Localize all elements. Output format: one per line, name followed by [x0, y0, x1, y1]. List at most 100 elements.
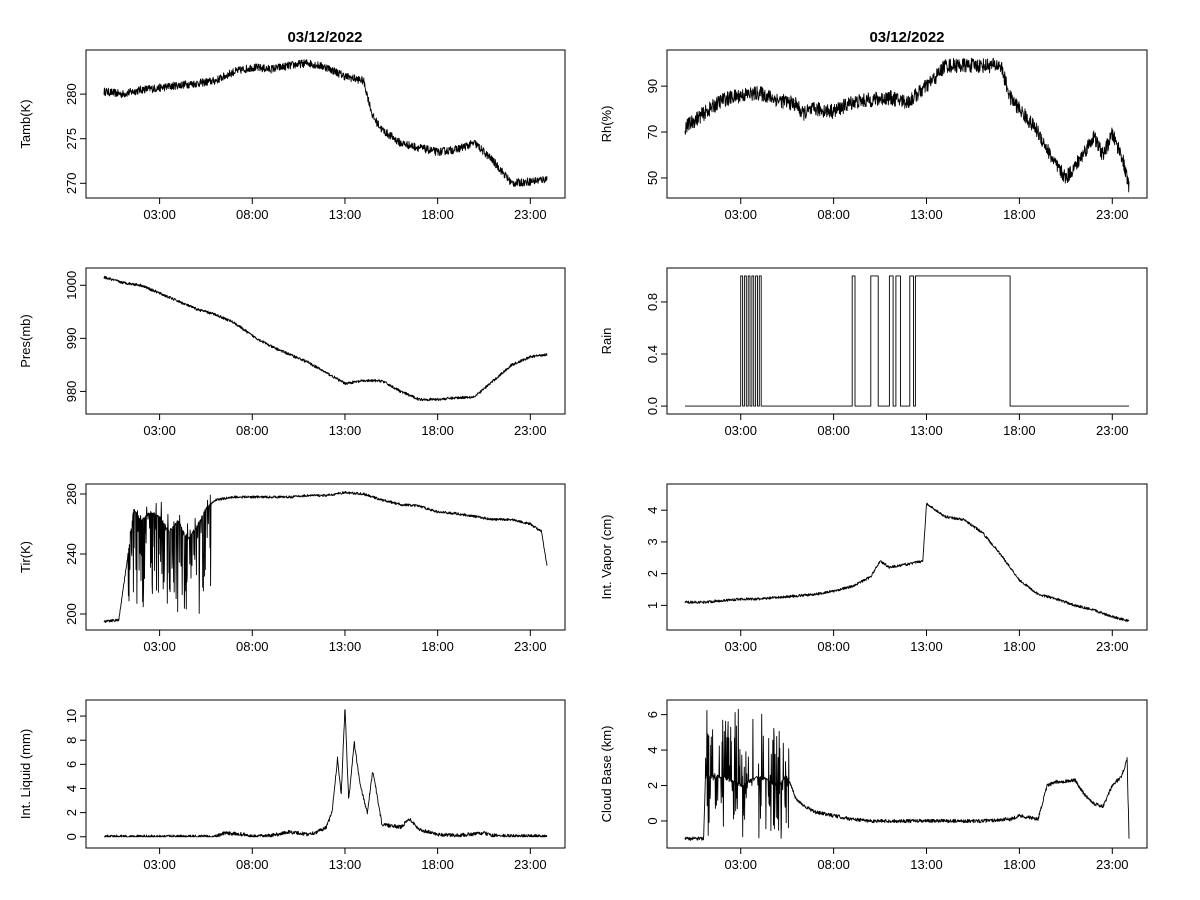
int-liquid-y-tick-label: 4: [64, 785, 79, 792]
pres-x-tick-label: 08:00: [236, 423, 269, 438]
tir-series-line: [103, 491, 548, 623]
rh-y-tick-label: 70: [645, 125, 660, 139]
int-vapor-x-tick-label: 03:00: [724, 639, 757, 654]
rh-x-tick-label: 03:00: [724, 207, 757, 222]
int-liquid-x-tick-label: 03:00: [143, 857, 176, 872]
panels: 03:00 08:00 13:00 18:00 23:00270275280Tamb(K…: [18, 49, 1148, 872]
cloud-base-y-axis-label: Cloud Base (km): [599, 726, 614, 823]
int-liquid-y-tick-label: 6: [64, 761, 79, 768]
rain-y-tick-label: 0.8: [645, 293, 660, 311]
tamb-x-tick-label: 18:00: [421, 207, 454, 222]
int-vapor-x-tick-label: 08:00: [817, 639, 850, 654]
tir-x-tick-label: 18:00: [421, 639, 454, 654]
int-liquid-y-tick-label: 8: [64, 737, 79, 744]
tamb-y-tick-label: 270: [64, 172, 79, 194]
int-liquid-x-tick-label: 23:00: [514, 857, 547, 872]
int-liquid-x-tick-label: 08:00: [236, 857, 269, 872]
int-liquid-y-tick-label: 2: [64, 809, 79, 816]
cloud-base-panel: 03:00 08:00 13:00 18:00 23:00 0 2 4 6 Cloud Base …: [599, 699, 1148, 872]
int-vapor-x-tick-label: 13:00: [910, 639, 943, 654]
rh-x-tick-label: 08:00: [817, 207, 850, 222]
rh-y-tick-label: 50: [645, 171, 660, 185]
rain-panel: 03:00 08:00 13:00 18:00 23:00 0.0 0.4 0.8 Rain: [599, 267, 1148, 438]
int-vapor-y-tick-label: 4: [645, 507, 660, 514]
rain-x-tick-label: 03:00: [724, 423, 757, 438]
tir-panel: 03:00 08:00 13:00 18:00 23:00 200 240 280 Tir(K): [18, 483, 566, 654]
tamb-y-tick-label: 275: [64, 128, 79, 150]
cloud-base-y-tick-label: 6: [645, 711, 660, 718]
cloud-base-y-tick-label: 0: [645, 817, 660, 824]
int-liquid-x-tick-label: 13:00: [329, 857, 362, 872]
tamb-x-tick-label: 08:00: [236, 207, 269, 222]
rh-y-axis-label: Rh(%): [599, 106, 614, 143]
rh-x-tick-label: 13:00: [910, 207, 943, 222]
tir-plot-frame: [85, 483, 566, 631]
tamb-series-line: [103, 59, 548, 187]
pres-y-tick-label: 1000: [64, 271, 79, 300]
int-vapor-x-tick-label: 23:00: [1096, 639, 1129, 654]
int-vapor-y-axis-label: Int. Vapor (cm): [599, 514, 614, 599]
int-vapor-plot-frame: [666, 483, 1148, 631]
cloud-base-plot-frame: [666, 699, 1148, 849]
rain-y-axis-label: Rain: [599, 328, 614, 355]
tir-x-tick-label: 03:00: [143, 639, 176, 654]
pres-y-axis-label: Pres(mb): [18, 314, 33, 367]
rain-y-tick-label: 0.0: [645, 397, 660, 415]
int-vapor-y-tick-label: 1: [645, 602, 660, 609]
pres-series-line: [103, 275, 548, 402]
pres-y-tick-label: 990: [64, 327, 79, 349]
pres-x-tick-label: 13:00: [329, 423, 362, 438]
cloud-base-x-tick-label: 23:00: [1096, 857, 1129, 872]
tamb-x-tick-label: 23:00: [514, 207, 547, 222]
int-liquid-series-line: [103, 709, 548, 838]
cloud-base-x-tick-label: 03:00: [724, 857, 757, 872]
tir-y-tick-label: 200: [64, 603, 79, 625]
pres-plot-frame: [85, 267, 566, 415]
int-liquid-y-tick-label: 10: [64, 709, 79, 723]
tir-x-tick-label: 13:00: [329, 639, 362, 654]
rain-x-tick-label: 08:00: [817, 423, 850, 438]
cloud-base-y-tick-label: 2: [645, 782, 660, 789]
rain-x-tick-label: 23:00: [1096, 423, 1129, 438]
rh-plot-frame: [666, 49, 1148, 199]
int-vapor-y-tick-label: 3: [645, 538, 660, 545]
tamb-plot-frame: [85, 49, 566, 199]
tamb-y-axis-label: Tamb(K): [18, 99, 33, 148]
tir-x-tick-label: 23:00: [514, 639, 547, 654]
tir-y-tick-label: 240: [64, 543, 79, 565]
tir-x-tick-label: 08:00: [236, 639, 269, 654]
int-liquid-plot-frame: [85, 699, 566, 849]
pres-x-tick-label: 03:00: [143, 423, 176, 438]
tir-y-axis-label: Tir(K): [18, 541, 33, 573]
rain-x-tick-label: 13:00: [910, 423, 943, 438]
rain-x-tick-label: 18:00: [1003, 423, 1036, 438]
tamb-x-tick-label: 03:00: [143, 207, 176, 222]
tamb-x-tick-label: 13:00: [329, 207, 362, 222]
cloud-base-x-tick-label: 18:00: [1003, 857, 1036, 872]
pres-y-tick-label: 980: [64, 381, 79, 403]
rh-x-tick-label: 18:00: [1003, 207, 1036, 222]
rain-plot-frame: [666, 267, 1148, 415]
cloud-base-series-line: [684, 708, 1130, 841]
int-liquid-y-axis-label: Int. Liquid (mm): [18, 729, 33, 819]
cloud-base-y-tick-label: 4: [645, 746, 660, 753]
cloud-base-x-tick-label: 08:00: [817, 857, 850, 872]
int-liquid-y-tick-label: 0: [64, 833, 79, 840]
left-column-title: 03/12/2022: [287, 29, 362, 46]
rh-panel: 03:00 08:00 13:00 18:00 23:00 50 70 90 Rh(%): [599, 49, 1148, 222]
pres-x-tick-label: 18:00: [421, 423, 454, 438]
right-column-title: 03/12/2022: [869, 29, 944, 46]
int-vapor-x-tick-label: 18:00: [1003, 639, 1036, 654]
tir-y-tick-label: 280: [64, 483, 79, 505]
tamb-panel: 03:00 08:00 13:00 18:00 23:00 270 275 280 Tamb(K…: [18, 49, 566, 222]
rain-y-tick-label: 0.4: [645, 345, 660, 363]
int-vapor-series-line: [684, 502, 1130, 622]
pres-panel: 03:00 08:00 13:00 18:00 23:00 980 990 1000 Pres(…: [18, 267, 566, 438]
rain-series-line: [685, 275, 1129, 407]
int-vapor-y-tick-label: 2: [645, 570, 660, 577]
rh-y-tick-label: 90: [645, 79, 660, 93]
pres-x-tick-label: 23:00: [514, 423, 547, 438]
int-liquid-x-tick-label: 18:00: [421, 857, 454, 872]
